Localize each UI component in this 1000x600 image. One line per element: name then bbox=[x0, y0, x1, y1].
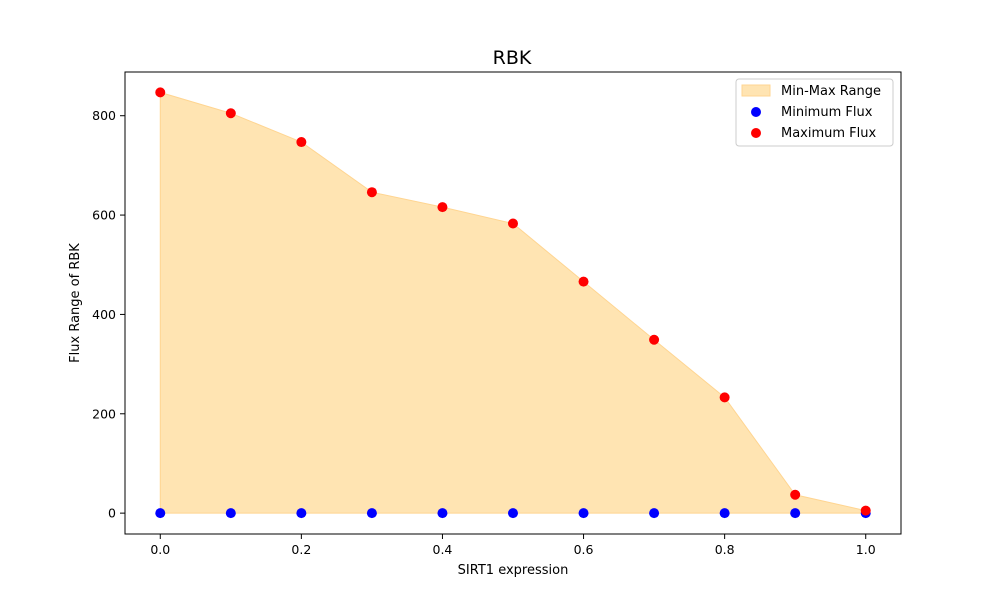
maximum-flux-point bbox=[155, 87, 166, 98]
x-tick-label: 0.0 bbox=[150, 542, 170, 557]
minimum-flux-point bbox=[578, 508, 589, 519]
chart-title: RBK bbox=[493, 47, 532, 69]
maximum-flux-point bbox=[366, 187, 377, 198]
x-tick-label: 0.4 bbox=[433, 542, 453, 557]
y-tick-label: 200 bbox=[92, 406, 116, 421]
maximum-flux-point bbox=[508, 218, 518, 229]
minimum-flux-point bbox=[437, 508, 448, 519]
minimum-flux-point bbox=[366, 508, 377, 519]
y-axis-label: Flux Range of RBK bbox=[68, 243, 83, 363]
plot-frame bbox=[124, 71, 902, 535]
maximum-flux-point bbox=[578, 276, 589, 287]
y-tick-label: 0 bbox=[108, 506, 116, 521]
x-tick-label: 0.2 bbox=[291, 542, 311, 557]
maximum-flux-point bbox=[790, 489, 801, 500]
maximum-flux-point bbox=[437, 202, 448, 213]
y-axis-ticks: 0 200 400 600 800 bbox=[92, 108, 125, 521]
legend-box bbox=[735, 78, 894, 147]
maximum-flux-point bbox=[719, 392, 730, 403]
legend-label-minimum-flux: Minimum Flux bbox=[781, 105, 873, 120]
maximum-flux-point bbox=[860, 505, 871, 516]
x-tick-label: 0.8 bbox=[715, 542, 735, 557]
minimum-flux-point bbox=[649, 508, 660, 519]
x-tick-label: 1.0 bbox=[856, 542, 876, 557]
legend-marker-maximum-flux bbox=[751, 128, 761, 138]
minimum-flux-point bbox=[790, 508, 801, 519]
x-tick-label: 0.6 bbox=[574, 542, 594, 557]
minimum-flux-point bbox=[719, 508, 730, 519]
y-tick-label: 800 bbox=[92, 108, 116, 123]
min-max-range-area bbox=[159, 91, 867, 514]
maximum-flux-series bbox=[155, 87, 871, 516]
legend-label-maximum-flux: Maximum Flux bbox=[781, 126, 877, 141]
maximum-flux-point bbox=[225, 108, 236, 119]
maximum-flux-point bbox=[649, 334, 660, 345]
minimum-flux-point bbox=[508, 508, 518, 519]
legend-marker-minimum-flux bbox=[751, 107, 761, 117]
x-axis-label: SIRT1 expression bbox=[458, 563, 569, 578]
maximum-flux-point bbox=[296, 137, 307, 148]
minimum-flux-point bbox=[296, 508, 307, 519]
minimum-flux-point bbox=[155, 508, 166, 519]
legend-label-min-max-range: Min-Max Range bbox=[781, 84, 881, 99]
legend: Min-Max Range Minimum Flux Maximum Flux bbox=[735, 78, 894, 147]
minimum-flux-point bbox=[225, 508, 236, 519]
y-tick-label: 400 bbox=[92, 307, 116, 322]
x-axis-ticks: 0.0 0.2 0.4 0.6 0.8 1.0 bbox=[150, 534, 876, 557]
min-max-range-fill bbox=[159, 91, 867, 514]
legend-swatch-min-max-range bbox=[741, 84, 771, 97]
y-tick-label: 600 bbox=[92, 208, 116, 223]
